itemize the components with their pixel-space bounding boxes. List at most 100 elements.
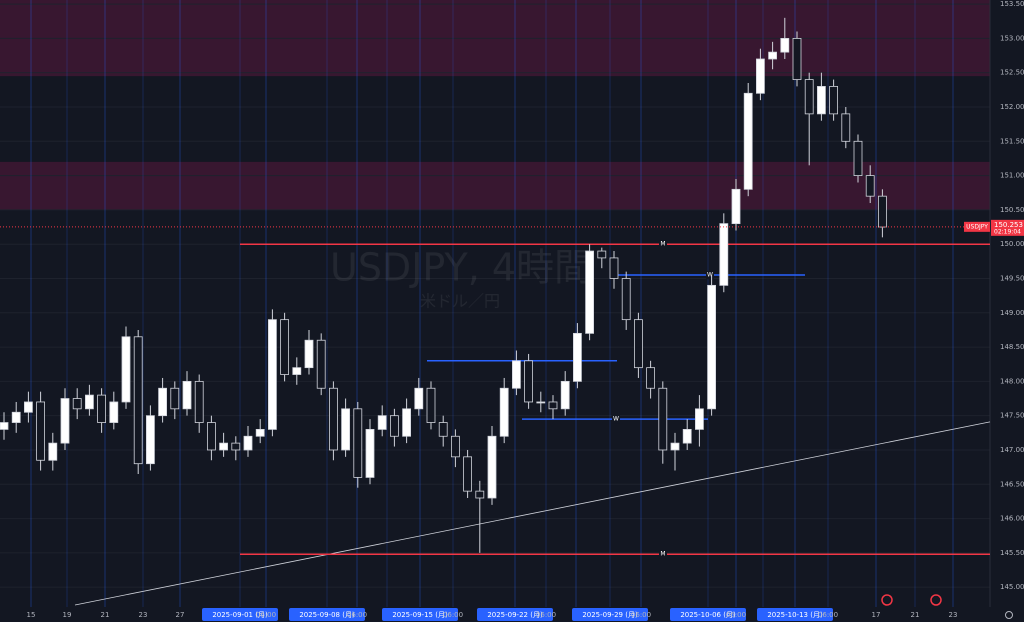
candle-body <box>524 360 533 403</box>
x-tick-label: 15 <box>27 611 36 619</box>
candle-body <box>23 401 33 413</box>
candle-body <box>11 411 21 423</box>
candle-body <box>707 284 716 410</box>
level-tag <box>706 271 714 280</box>
y-tick-label: 148.000 <box>1000 377 1024 385</box>
x-tick-label: 23 <box>139 611 148 619</box>
x-tick-label: 06:00 <box>631 611 651 619</box>
candle-body <box>414 387 424 410</box>
candle-body <box>158 387 168 417</box>
candle-body <box>682 428 692 444</box>
y-tick-label: 147.500 <box>1000 412 1024 420</box>
date-tag <box>757 608 833 621</box>
candle-body <box>145 415 155 465</box>
y-tick-label: 146.500 <box>1000 480 1024 488</box>
y-tick-label: 149.500 <box>1000 274 1024 282</box>
x-tick-label: 2025-09-22 (月) <box>487 611 543 619</box>
x-tick-label: 27 <box>176 611 185 619</box>
candle-body <box>280 319 290 375</box>
date-tag <box>289 608 365 621</box>
candle-body <box>60 398 70 444</box>
candle-body <box>634 319 643 369</box>
y-tick-label: 153.000 <box>1000 34 1024 42</box>
symbol-label: USDJPY <box>966 223 988 230</box>
x-tick-label: 06:00 <box>536 611 556 619</box>
candle-body <box>829 86 838 115</box>
level-label: W <box>613 416 619 423</box>
candle-body <box>670 442 680 451</box>
watermark-title: USDJPY, 4時間 <box>330 246 592 290</box>
candle-body <box>780 38 790 53</box>
candle-body <box>609 257 619 279</box>
candle-body <box>731 188 741 225</box>
zone <box>0 161 990 210</box>
candle-body <box>182 380 192 410</box>
x-tick-label: 21 <box>911 611 920 619</box>
date-tag <box>670 608 746 621</box>
x-tick-label: 2025-09-01 (月) <box>212 611 268 619</box>
last-price-label: 150.253 <box>994 221 1023 229</box>
watermark-subtitle: 米ドル／円 <box>420 292 500 311</box>
candle-body <box>499 387 509 437</box>
x-tick-label: 21 <box>101 611 110 619</box>
candle-body <box>267 319 277 430</box>
candle-body <box>475 490 485 499</box>
x-tick-label: 06:00 <box>256 611 276 619</box>
trendline <box>74 421 991 606</box>
candle-body <box>743 92 753 190</box>
y-tick-label: 152.500 <box>1000 69 1024 77</box>
candle-body <box>328 387 338 451</box>
candle-body <box>585 250 594 334</box>
candle-body <box>853 140 863 177</box>
x-tick-label: 06:00 <box>347 611 367 619</box>
candle-body <box>206 422 216 451</box>
date-tag <box>477 608 553 621</box>
candle-body <box>450 435 460 458</box>
replay-icon[interactable] <box>930 594 942 606</box>
candle-body <box>719 223 729 286</box>
y-tick-label: 149.000 <box>1000 309 1024 317</box>
y-tick-label: 145.500 <box>1000 549 1024 557</box>
candle-body <box>487 435 497 499</box>
candle-body <box>560 380 570 410</box>
candle-body <box>255 428 265 437</box>
candle-body <box>621 278 631 321</box>
x-tick-label: 2025-09-15 (月) <box>392 611 448 619</box>
candle-body <box>353 408 363 478</box>
date-tag <box>202 608 278 621</box>
x-tick-label: 17 <box>872 611 881 619</box>
level-label: M <box>660 241 665 248</box>
candle-body <box>804 79 814 115</box>
candle-body <box>817 86 826 115</box>
x-tick-label: 06:00 <box>726 611 746 619</box>
candle-body <box>341 408 351 451</box>
x-tick-label: 2025-09-29 (月) <box>582 611 638 619</box>
candle-body <box>0 422 9 430</box>
candle-body <box>463 456 473 492</box>
candle-body <box>597 250 607 259</box>
candle-body <box>292 367 302 375</box>
candle-body <box>792 38 802 80</box>
candle-body <box>768 51 777 60</box>
alert-icon[interactable] <box>881 594 893 606</box>
candle-body <box>304 339 314 369</box>
candle-body <box>72 398 82 410</box>
candle-body <box>121 336 131 403</box>
candle-body <box>194 380 204 423</box>
x-tick-label: 2025-10-13 (月) <box>767 611 823 619</box>
y-tick-label: 150.500 <box>1000 206 1024 214</box>
y-tick-label: 151.500 <box>1000 137 1024 145</box>
candle-body <box>536 401 546 404</box>
settings-icon[interactable] <box>1005 611 1013 619</box>
candle-body <box>85 394 94 410</box>
candle-body <box>426 387 436 423</box>
candle-body <box>48 442 58 461</box>
candle-body <box>389 415 399 437</box>
candle-body <box>548 401 558 410</box>
candle-body <box>756 58 765 94</box>
candle-body <box>646 367 655 389</box>
level-tag <box>659 550 667 559</box>
y-tick-label: 147.000 <box>1000 446 1024 454</box>
